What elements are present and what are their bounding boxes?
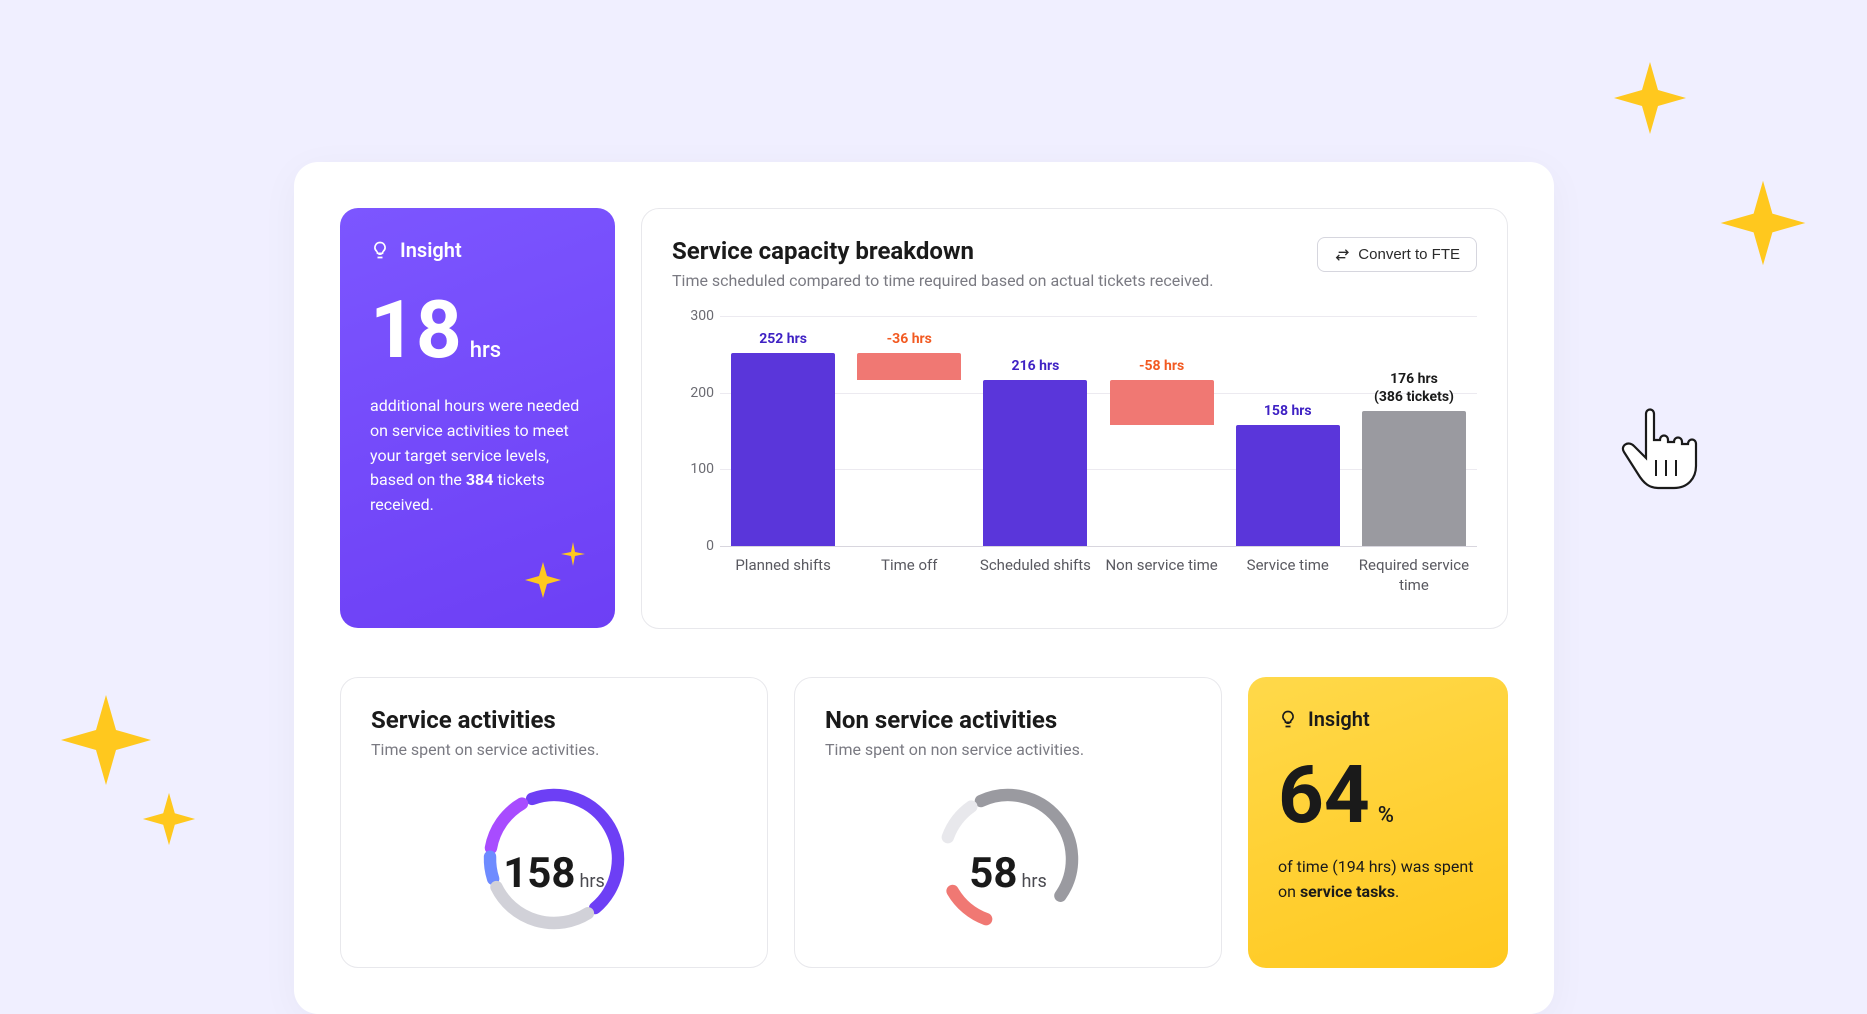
insight2-card: Insight 64 % of time (194 hrs) was spent… xyxy=(1248,677,1508,968)
donut-segment xyxy=(948,807,971,838)
insight-card: Insight 18 hrs additional hours were nee… xyxy=(340,208,615,628)
bar xyxy=(857,353,961,381)
bar xyxy=(731,353,835,546)
insight-unit: hrs xyxy=(470,338,501,363)
bar-column: 216 hrs xyxy=(972,316,1098,546)
y-tick: 200 xyxy=(690,385,714,401)
service-donut-value: 158 xyxy=(503,849,575,898)
sparkle-icon xyxy=(140,790,198,848)
x-label: Time off xyxy=(846,556,972,595)
sparkle-icon xyxy=(1610,58,1690,138)
bar-value-label: -58 hrs xyxy=(1099,358,1225,374)
swap-icon xyxy=(1334,247,1350,263)
sparkle-icon xyxy=(1716,176,1810,270)
insight2-body: of time (194 hrs) was spent on service t… xyxy=(1278,855,1478,905)
y-tick: 0 xyxy=(706,538,714,554)
x-label: Required service time xyxy=(1351,556,1477,595)
bar-value-label: -36 hrs xyxy=(846,331,972,347)
sparkle-icon xyxy=(56,690,156,790)
convert-to-fte-button[interactable]: Convert to FTE xyxy=(1317,237,1477,272)
non-service-activities-subtitle: Time spent on non service activities. xyxy=(825,740,1191,759)
bar-column: (386 tickets) 176 hrs xyxy=(1351,316,1477,546)
donut-segment xyxy=(491,804,522,848)
service-activities-subtitle: Time spent on service activities. xyxy=(371,740,737,759)
non-service-donut-unit: hrs xyxy=(1021,871,1046,892)
non-service-donut-value: 58 xyxy=(969,849,1017,898)
service-activities-title: Service activities xyxy=(371,706,737,734)
bar-column: 252 hrs xyxy=(720,316,846,546)
non-service-activities-title: Non service activities xyxy=(825,706,1191,734)
bar-column: 158 hrs xyxy=(1225,316,1351,546)
bar xyxy=(983,380,1087,546)
service-activities-card: Service activities Time spent on service… xyxy=(340,677,768,968)
x-label: Planned shifts xyxy=(720,556,846,595)
bar-value-label: 158 hrs xyxy=(1225,403,1351,419)
insight-title: Insight xyxy=(400,238,462,262)
bar xyxy=(1362,411,1466,546)
capacity-card: Service capacity breakdown Time schedule… xyxy=(641,208,1508,629)
dashboard-card: Insight 18 hrs additional hours were nee… xyxy=(294,162,1554,1014)
sparkle-icon xyxy=(515,534,595,614)
bar-value-label2: (386 tickets) xyxy=(1351,389,1477,405)
bar-value-label: 216 hrs xyxy=(972,358,1098,374)
capacity-chart: 0100200300 252 hrs-36 hrs216 hrs-58 hrs1… xyxy=(672,316,1477,600)
bar-value-label: 176 hrs xyxy=(1351,371,1477,387)
lightbulb-icon xyxy=(370,240,390,260)
insight2-title: Insight xyxy=(1308,707,1370,731)
bar xyxy=(1236,425,1340,546)
insight2-value: 64 xyxy=(1278,755,1370,835)
bar-value-label: 252 hrs xyxy=(720,331,846,347)
non-service-activities-card: Non service activities Time spent on non… xyxy=(794,677,1222,968)
y-tick: 100 xyxy=(690,461,714,477)
insight-body: additional hours were needed on service … xyxy=(370,394,585,518)
bar-column: -36 hrs xyxy=(846,316,972,546)
insight2-unit: % xyxy=(1378,803,1394,828)
x-label: Non service time xyxy=(1099,556,1225,595)
lightbulb-icon xyxy=(1278,709,1298,729)
bar-column: -58 hrs xyxy=(1099,316,1225,546)
donut-segment xyxy=(490,857,493,879)
bar xyxy=(1110,380,1214,424)
capacity-subtitle: Time scheduled compared to time required… xyxy=(672,271,1213,290)
insight-value: 18 xyxy=(370,290,462,370)
x-label: Scheduled shifts xyxy=(972,556,1098,595)
y-tick: 300 xyxy=(690,308,714,324)
capacity-title: Service capacity breakdown xyxy=(672,237,1213,265)
cursor-hand-icon xyxy=(1608,394,1708,494)
x-label: Service time xyxy=(1225,556,1351,595)
service-donut-unit: hrs xyxy=(579,871,604,892)
